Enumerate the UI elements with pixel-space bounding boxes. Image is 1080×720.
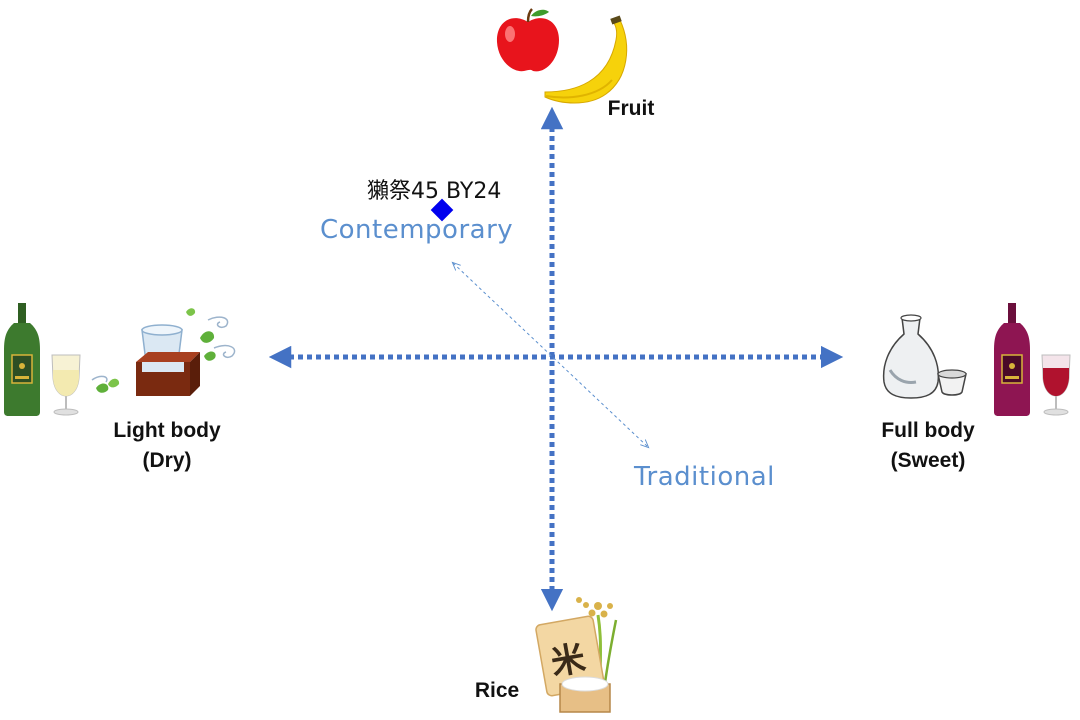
white-wine-glass-icon xyxy=(52,355,80,415)
axis-label-light-body-line2: (Dry) xyxy=(92,446,242,476)
style-label-traditional: Traditional xyxy=(634,462,775,492)
data-point-label: 獺祭45 BY24 xyxy=(367,173,501,205)
ochoko-icon xyxy=(938,370,966,395)
white-wine-bottle-icon xyxy=(4,303,40,416)
axis-label-full-body-line2: (Sweet) xyxy=(858,446,998,476)
axis-label-light-body: Light body (Dry) xyxy=(92,416,242,476)
red-wine-glass-icon xyxy=(1042,355,1070,415)
sake-masu-cup-icon xyxy=(136,325,200,396)
axis-label-light-body-line1: Light body xyxy=(92,416,242,446)
style-label-contemporary: Contemporary xyxy=(320,215,513,245)
red-wine-bottle-icon xyxy=(994,303,1030,416)
axis-label-full-body-line1: Full body xyxy=(858,416,998,446)
tokkuri-icon xyxy=(884,315,939,398)
axis-label-rice: Rice xyxy=(462,676,532,706)
banana-icon xyxy=(545,15,627,103)
axis-label-fruit: Fruit xyxy=(586,94,676,124)
apple-icon xyxy=(497,9,559,71)
axis-label-full-body: Full body (Sweet) xyxy=(858,416,998,476)
